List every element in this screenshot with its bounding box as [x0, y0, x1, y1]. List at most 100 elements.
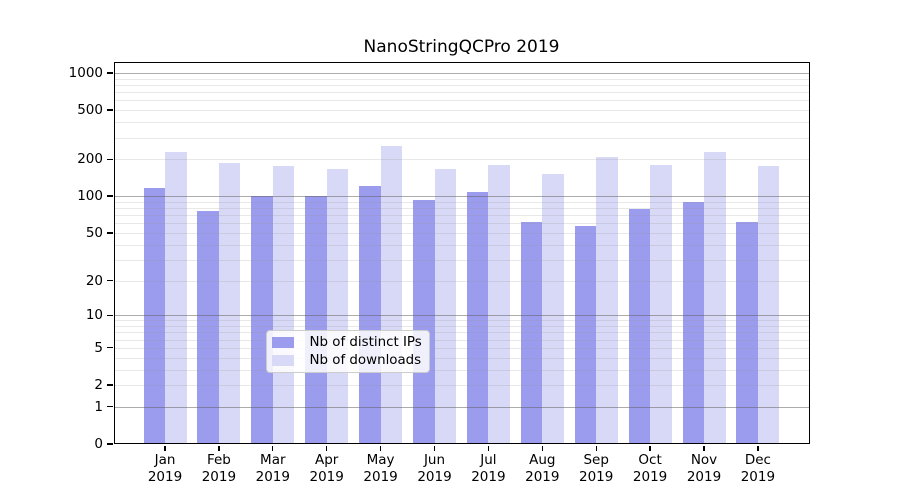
- gridline-500: [113, 110, 810, 112]
- x-tick-label-may: May 2019: [363, 452, 398, 485]
- bar-downloads-jun: [434, 169, 456, 444]
- x-tick-mark-mar: [272, 445, 274, 451]
- legend-swatch-downloads: [272, 355, 294, 366]
- x-tick-label-apr: Apr 2019: [309, 452, 344, 485]
- bar-distinct-ips-aug: [520, 222, 543, 444]
- bar-downloads-apr: [326, 168, 349, 444]
- x-tick-mark-jul: [487, 445, 490, 451]
- y-tick-mark-200: [107, 158, 113, 160]
- gridline-300: [113, 137, 810, 139]
- x-tick-label-nov: Nov 2019: [686, 452, 722, 485]
- y-tick-label-200: 200: [77, 151, 103, 168]
- x-tick-label-jan: Jan 2019: [147, 452, 183, 485]
- chart-title: NanoStringQCPro 2019: [363, 37, 560, 57]
- bar-distinct-ips-nov: [682, 201, 704, 444]
- gridline-1000: [113, 73, 810, 74]
- y-tick-label-20: 20: [85, 272, 103, 289]
- x-tick-label-oct: Oct 2019: [632, 452, 668, 485]
- x-tick-mark-aug: [541, 445, 543, 451]
- plot-area: [113, 61, 810, 444]
- gridline-90: [113, 201, 810, 203]
- x-tick-label-dec: Dec 2019: [740, 452, 776, 485]
- gridline-100: [113, 196, 810, 198]
- y-tick-mark-0: [107, 443, 113, 445]
- x-tick-mark-oct: [649, 445, 651, 451]
- bar-downloads-nov: [704, 151, 726, 444]
- gridline-3: [113, 369, 810, 371]
- y-tick-mark-1000: [107, 72, 113, 74]
- y-tick-label-5: 5: [94, 339, 103, 356]
- y-tick-label-50: 50: [85, 224, 103, 241]
- bar-downloads-aug: [542, 173, 564, 444]
- bar-downloads-mar: [272, 166, 295, 444]
- x-tick-label-aug: Aug 2019: [525, 452, 560, 485]
- gridline-80: [113, 208, 810, 210]
- gridline-20: [113, 280, 810, 282]
- y-tick-label-1: 1: [94, 398, 103, 415]
- gridline-7: [113, 332, 810, 334]
- y-tick-mark-10: [107, 314, 113, 316]
- bar-downloads-feb: [218, 162, 241, 444]
- y-tick-mark-2: [107, 384, 113, 386]
- gridline-5: [113, 347, 810, 349]
- gridline-40: [113, 244, 810, 246]
- y-tick-mark-1: [107, 406, 113, 408]
- gridline-400: [113, 122, 810, 124]
- gridline-1: [113, 406, 810, 408]
- x-tick-label-mar: Mar 2019: [255, 452, 290, 485]
- gridline-6: [113, 339, 810, 341]
- bar-distinct-ips-feb: [197, 210, 219, 444]
- y-tick-mark-500: [107, 109, 113, 111]
- legend: Nb of distinct IPs Nb of downloads: [266, 330, 430, 373]
- bar-downloads-jul: [488, 164, 510, 444]
- bar-downloads-may: [380, 145, 403, 444]
- gridline-10: [113, 315, 810, 317]
- x-tick-mark-nov: [703, 445, 705, 451]
- legend-entry-distinct-ips: Nb of distinct IPs: [272, 334, 424, 351]
- x-tick-mark-apr: [326, 445, 328, 451]
- y-tick-mark-5: [107, 347, 113, 349]
- bar-distinct-ips-jul: [466, 191, 489, 444]
- y-tick-label-100: 100: [77, 188, 103, 205]
- gridline-60: [113, 223, 810, 225]
- y-tick-label-10: 10: [85, 307, 103, 324]
- bar-distinct-ips-apr: [305, 196, 327, 444]
- bar-distinct-ips-sep: [574, 225, 597, 444]
- y-tick-label-2: 2: [94, 377, 103, 393]
- gridline-30: [113, 259, 810, 261]
- gridline-800: [113, 84, 810, 86]
- legend-label-distinct-ips: Nb of distinct IPs: [309, 335, 422, 350]
- x-tick-mark-dec: [757, 445, 759, 451]
- gridline-8: [113, 326, 810, 327]
- gridline-50: [113, 232, 810, 234]
- bar-downloads-jan: [165, 151, 187, 444]
- gridline-900: [113, 78, 810, 80]
- x-tick-mark-sep: [595, 445, 597, 451]
- x-tick-label-sep: Sep 2019: [579, 452, 614, 485]
- bar-downloads-sep: [596, 156, 618, 444]
- bar-distinct-ips-oct: [628, 208, 651, 444]
- gridline-70: [113, 215, 810, 217]
- x-tick-mark-feb: [218, 445, 220, 451]
- bar-downloads-dec: [757, 165, 780, 444]
- gridline-9: [113, 320, 810, 322]
- x-tick-mark-may: [379, 445, 382, 451]
- gridline-200: [113, 159, 810, 161]
- bar-distinct-ips-may: [359, 186, 381, 444]
- legend-entry-downloads: Nb of downloads: [272, 352, 424, 369]
- x-tick-label-feb: Feb 2019: [201, 452, 237, 485]
- y-tick-label-1000: 1000: [68, 65, 103, 81]
- y-tick-mark-50: [107, 232, 113, 234]
- x-tick-label-jun: Jun 2019: [417, 452, 452, 485]
- gridline-2: [113, 385, 810, 386]
- bar-distinct-ips-mar: [251, 196, 273, 444]
- bar-distinct-ips-jun: [413, 200, 435, 444]
- legend-swatch-distinct-ips: [272, 337, 294, 348]
- y-tick-label-500: 500: [77, 102, 103, 119]
- x-tick-mark-jan: [164, 445, 166, 451]
- bar-distinct-ips-dec: [736, 221, 758, 444]
- y-tick-label-0: 0: [94, 436, 103, 452]
- bar-downloads-oct: [650, 164, 672, 444]
- y-tick-mark-20: [107, 279, 113, 282]
